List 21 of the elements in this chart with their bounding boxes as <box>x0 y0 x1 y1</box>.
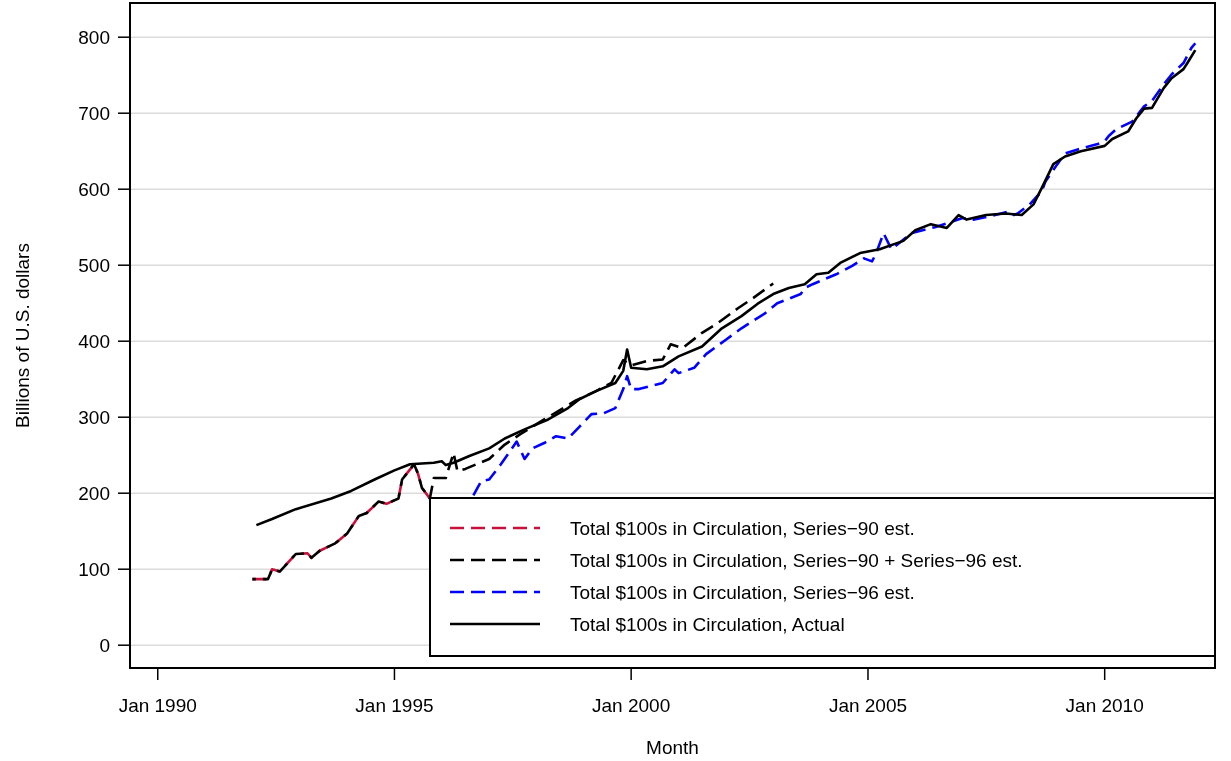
x-tick-label: Jan 2010 <box>1065 695 1144 716</box>
x-tick-label: Jan 1995 <box>355 695 434 716</box>
x-tick-label: Jan 1990 <box>118 695 197 716</box>
legend-label: Total $100s in Circulation, Series−90 est. <box>570 517 915 539</box>
y-axis-title: Billions of U.S. dollars <box>12 243 33 428</box>
y-tick-label: 400 <box>78 330 110 352</box>
line-series <box>472 41 1197 497</box>
y-tick-label: 700 <box>78 102 110 124</box>
legend-label: Total $100s in Circulation, Series−90 + Series−96 est. <box>570 549 1023 571</box>
y-tick-label: 800 <box>78 26 110 48</box>
y-tick-label: 300 <box>78 406 110 428</box>
y-tick-label: 600 <box>78 178 110 200</box>
x-tick-label: Jan 2000 <box>592 695 671 716</box>
legend-label: Total $100s in Circulation, Series−96 est. <box>570 581 915 603</box>
y-tick-label: 100 <box>78 558 110 580</box>
y-tick-label: 200 <box>78 482 110 504</box>
x-axis-title: Month <box>646 737 699 758</box>
y-tick-label: 0 <box>99 634 110 656</box>
legend-label: Total $100s in Circulation, Actual <box>570 613 845 635</box>
x-tick-label: Jan 2005 <box>828 695 908 716</box>
y-tick-label: 500 <box>78 254 110 276</box>
